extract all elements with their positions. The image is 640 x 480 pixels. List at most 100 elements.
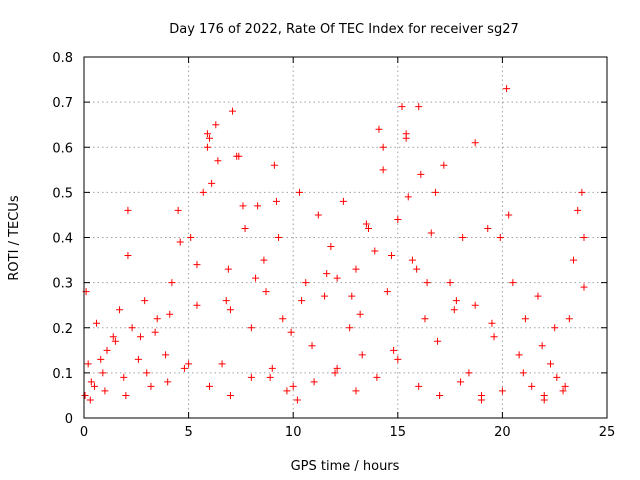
data-point [333,364,341,372]
data-point [321,292,329,300]
data-point [408,256,416,264]
data-point [352,387,360,395]
data-point [559,387,567,395]
data-point [484,224,492,232]
data-point [339,197,347,205]
data-point [423,279,431,287]
data-point [90,382,98,390]
data-point [452,297,460,305]
data-point [534,292,542,300]
data-point [164,378,172,386]
data-point [208,179,216,187]
data-point [314,211,322,219]
data-point [519,369,527,377]
data-point [379,143,387,151]
data-point [440,161,448,169]
data-point [503,85,511,93]
data-point [327,243,335,251]
x-axis-label: GPS time / hours [291,459,400,474]
data-point [262,288,270,296]
data-point [203,143,211,151]
data-point [254,202,262,210]
data-point [199,188,207,196]
data-point [295,188,303,196]
data-point [356,310,364,318]
data-point [185,360,193,368]
data-point [289,382,297,390]
data-point [93,319,101,327]
data-point [490,333,498,341]
data-point [565,315,573,323]
data-point [415,382,423,390]
data-point [279,315,287,323]
data-point [383,288,391,296]
data-point [122,391,130,399]
x-tick-label: 25 [599,425,616,440]
data-point [509,279,517,287]
y-tick-label: 0.1 [52,367,73,382]
x-tick-label: 20 [494,425,511,440]
data-point [193,301,201,309]
chart-title: Day 176 of 2022, Rate Of TEC Index for r… [169,22,518,37]
data-point [298,297,306,305]
data-point [404,193,412,201]
data-point [206,382,214,390]
data-point [471,301,479,309]
data-point [128,324,136,332]
data-point [275,234,283,241]
y-tick-label: 0.8 [52,51,73,66]
data-point [229,107,237,115]
data-point [547,360,555,368]
y-tick-label: 0.2 [52,322,73,337]
y-tick-label: 0.5 [52,186,73,201]
data-point [551,324,559,332]
data-point [561,382,569,390]
data-point [346,324,354,332]
data-point [375,125,383,133]
data-point [333,274,341,282]
data-point [193,261,201,269]
data-point [174,206,182,214]
data-point [153,315,161,323]
data-point [226,391,234,399]
data-point [450,306,458,314]
data-point [394,355,402,363]
data-point [459,234,467,241]
data-point [580,234,588,241]
x-tick-label: 10 [285,425,302,440]
data-point [86,396,94,404]
data-point [488,319,496,327]
data-point [331,369,339,377]
data-point [398,103,406,111]
grid-layer [84,57,607,418]
data-point [233,152,241,160]
data-point [287,328,295,336]
data-point [81,391,89,399]
data-point [116,306,124,314]
data-point [570,256,578,264]
data-point [168,279,176,287]
data-point [310,378,318,386]
data-point [323,270,331,278]
y-tick-label: 0 [65,412,73,427]
data-point [348,292,356,300]
x-tick-label: 0 [80,425,88,440]
data-point [218,360,226,368]
data-point [97,355,105,363]
data-point [540,391,548,399]
data-point [446,279,454,287]
data-point [457,378,465,386]
data-point [394,215,402,223]
data-point [465,369,473,377]
data-point [308,342,316,350]
data-point [436,391,444,399]
data-point [241,224,249,232]
data-point [239,202,247,210]
data-point [111,337,119,345]
data-point [266,373,274,381]
data-point [272,197,280,205]
data-point [580,283,588,291]
data-point [103,346,111,354]
data-point [417,170,425,178]
